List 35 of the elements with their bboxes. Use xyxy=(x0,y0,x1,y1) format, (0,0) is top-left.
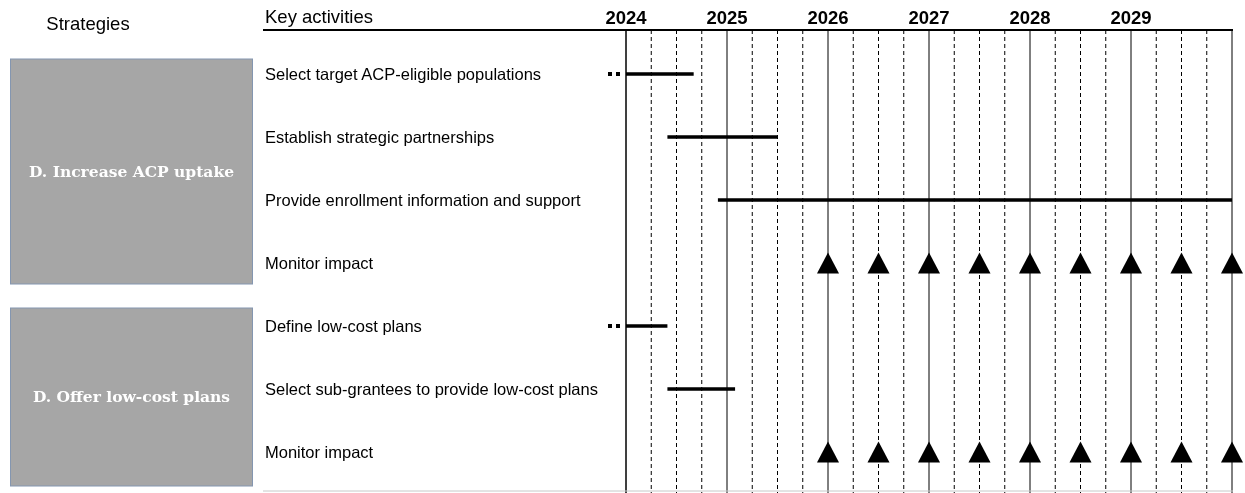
point xyxy=(1220,252,1244,274)
point xyxy=(968,441,991,463)
point xyxy=(1018,252,1042,274)
point xyxy=(816,252,840,274)
y-tick-label: Establish strategic partnerships xyxy=(265,127,495,146)
y-tick-label: Monitor impact xyxy=(265,442,374,461)
x-tick-label: 2026 xyxy=(807,7,849,28)
text: D. Offer low-cost plans xyxy=(32,387,231,407)
y-tick-label: Select sub-grantees to provide low-cost plans xyxy=(265,379,598,398)
x-tick-label: 2025 xyxy=(706,7,748,28)
point xyxy=(867,441,890,463)
y-tick-label: Provide enrollment information and support xyxy=(265,190,581,209)
point xyxy=(968,252,991,274)
point xyxy=(1170,441,1193,463)
y-tick-label: Define low-cost plans xyxy=(265,316,422,335)
x-tick-label: 2027 xyxy=(908,7,950,28)
point xyxy=(1069,252,1092,274)
x-tick-label: 2029 xyxy=(1110,7,1152,28)
point xyxy=(917,441,941,463)
y-tick-label: Select target ACP-eligible populations xyxy=(265,64,542,83)
y-axis-title: Key activities xyxy=(265,6,373,27)
point xyxy=(917,252,941,274)
point xyxy=(867,252,890,274)
point xyxy=(1170,252,1193,274)
point xyxy=(1018,441,1042,463)
point xyxy=(1220,441,1244,463)
text: Strategies xyxy=(46,13,130,34)
x-tick-label: 2028 xyxy=(1009,7,1051,28)
text: D. Increase ACP uptake xyxy=(28,161,235,181)
point xyxy=(1069,441,1092,463)
point xyxy=(816,441,840,463)
x-tick-label: 2024 xyxy=(605,7,648,28)
point xyxy=(1119,441,1143,463)
y-tick-label: Monitor impact xyxy=(265,253,374,272)
point xyxy=(1119,252,1143,274)
